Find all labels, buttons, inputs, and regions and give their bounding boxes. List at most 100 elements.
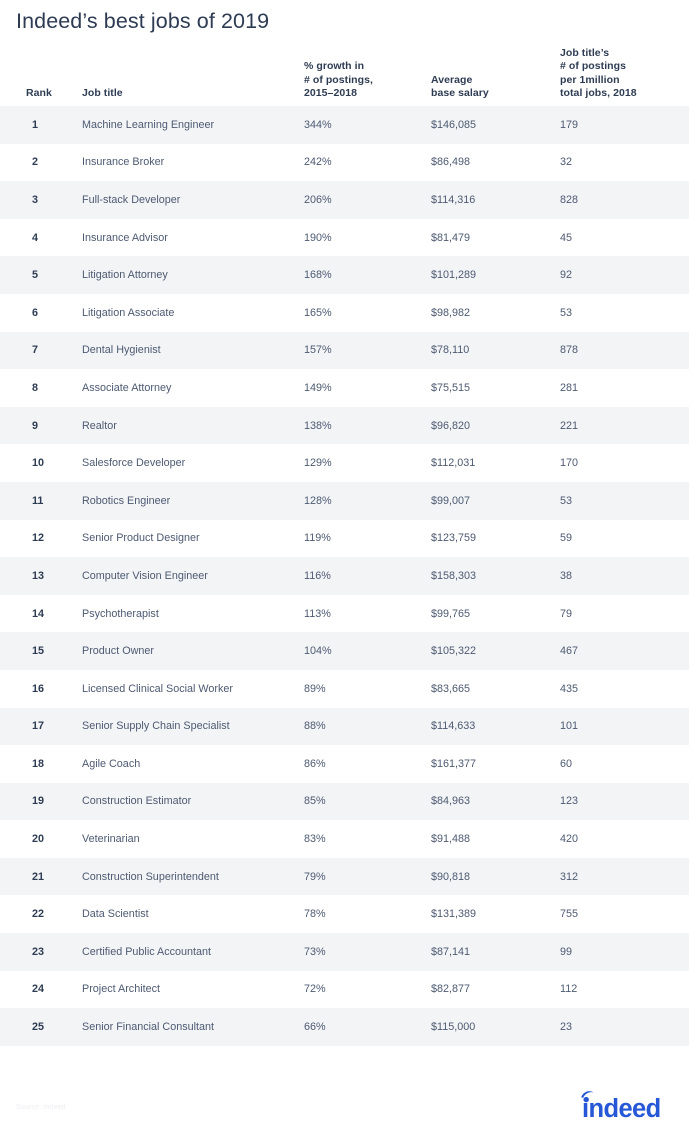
cell-salary: $123,759 bbox=[431, 532, 477, 545]
cell-rank: 8 bbox=[32, 381, 39, 394]
cell-salary: $91,488 bbox=[431, 833, 471, 846]
cell-postings: 45 bbox=[560, 231, 573, 244]
cell-growth: 73% bbox=[304, 945, 326, 958]
svg-text:indeed: indeed bbox=[582, 1095, 661, 1120]
table-row: 15 Product Owner 104% $105,322 467 bbox=[0, 632, 689, 670]
cell-job-title: Robotics Engineer bbox=[82, 494, 171, 507]
table-row: 7 Dental Hygienist 157% $78,110 878 bbox=[0, 331, 689, 370]
cell-growth: 113% bbox=[304, 607, 331, 620]
table-row: 6 Litigation Associate 165% $98,982 53 bbox=[0, 294, 689, 332]
cell-rank: 4 bbox=[32, 231, 39, 244]
cell-job-title: Realtor bbox=[82, 419, 117, 432]
cell-salary: $84,963 bbox=[431, 795, 471, 808]
cell-rank: 1 bbox=[32, 118, 39, 131]
cell-salary: $161,377 bbox=[431, 757, 477, 770]
cell-rank: 5 bbox=[32, 269, 39, 282]
cell-rank: 24 bbox=[32, 983, 45, 996]
indeed-logo: indeed bbox=[577, 1088, 673, 1120]
cell-growth: 128% bbox=[304, 494, 332, 507]
cell-growth: 85% bbox=[304, 795, 326, 808]
cell-salary: $75,515 bbox=[431, 381, 471, 394]
cell-rank: 12 bbox=[32, 532, 45, 545]
cell-rank: 20 bbox=[32, 833, 45, 846]
cell-salary: $82,877 bbox=[431, 983, 471, 996]
cell-rank: 25 bbox=[32, 1021, 45, 1034]
table-row: 17 Senior Supply Chain Specialist 88% $114,… bbox=[0, 707, 689, 746]
table-row: 25 Senior Financial Consultant 66% $115,000… bbox=[0, 1008, 689, 1046]
cell-rank: 14 bbox=[32, 607, 45, 620]
cell-salary: $87,141 bbox=[431, 945, 471, 958]
cell-salary: $98,982 bbox=[431, 306, 471, 319]
cell-job-title: Data Scientist bbox=[82, 908, 149, 921]
table-body: 1 Machine Learning Engineer 344% $146,085 17… bbox=[0, 106, 689, 1046]
cell-growth: 66% bbox=[304, 1021, 326, 1034]
table-row: 23 Certified Public Accountant 73% $87,141 9… bbox=[0, 933, 689, 971]
cell-postings: 23 bbox=[560, 1021, 573, 1034]
table-row: 20 Veterinarian 83% $91,488 420 bbox=[0, 820, 689, 858]
cell-job-title: Construction Superintendent bbox=[82, 870, 219, 883]
cell-salary: $90,818 bbox=[431, 870, 471, 883]
page-title: Indeed’s best jobs of 2019 bbox=[16, 9, 270, 33]
cell-job-title: Associate Attorney bbox=[82, 381, 172, 394]
cell-rank: 3 bbox=[32, 193, 39, 206]
table-row: 9 Realtor 138% $96,820 221 bbox=[0, 406, 689, 445]
cell-growth: 79% bbox=[304, 870, 326, 883]
table-row: 12 Senior Product Designer 119% $123,759 59 bbox=[0, 520, 689, 558]
cell-salary: $86,498 bbox=[431, 156, 471, 169]
cell-postings: 221 bbox=[560, 419, 579, 432]
table-row: 13 Computer Vision Engineer 116% $158,303 38 bbox=[0, 557, 689, 595]
table-row: 2 Insurance Broker 242% $86,498 32 bbox=[0, 144, 689, 182]
cell-growth: 190% bbox=[304, 231, 332, 244]
table-row: 18 Agile Coach 86% $161,377 60 bbox=[0, 745, 689, 783]
cell-salary: $158,303 bbox=[431, 569, 477, 582]
cell-job-title: Veterinarian bbox=[82, 833, 140, 846]
cell-salary: $99,007 bbox=[431, 494, 471, 507]
cell-postings: 38 bbox=[560, 569, 573, 582]
cell-job-title: Construction Estimator bbox=[82, 795, 192, 808]
column-header-growth: % growth in # of postings, 2015–2018 bbox=[304, 60, 373, 99]
cell-salary: $101,289 bbox=[431, 269, 477, 282]
table-row: 10 Salesforce Developer 129% $112,031 170 bbox=[0, 444, 689, 482]
cell-rank: 19 bbox=[32, 795, 45, 808]
cell-job-title: Insurance Advisor bbox=[82, 231, 168, 244]
table-header-row: Rank Job title % growth in # of postings… bbox=[0, 42, 689, 106]
cell-postings: 170 bbox=[560, 457, 579, 470]
cell-job-title: Senior Supply Chain Specialist bbox=[82, 720, 230, 733]
cell-growth: 78% bbox=[304, 908, 326, 921]
cell-rank: 13 bbox=[32, 569, 45, 582]
cell-rank: 18 bbox=[32, 757, 45, 770]
cell-job-title: Senior Product Designer bbox=[82, 532, 200, 545]
cell-salary: $81,479 bbox=[431, 231, 471, 244]
cell-job-title: Litigation Associate bbox=[82, 306, 175, 319]
cell-growth: 104% bbox=[304, 645, 332, 658]
cell-job-title: Full-stack Developer bbox=[82, 193, 181, 206]
table-row: 11 Robotics Engineer 128% $99,007 53 bbox=[0, 481, 689, 520]
cell-postings: 60 bbox=[560, 757, 573, 770]
cell-postings: 312 bbox=[560, 870, 579, 883]
table-row: 24 Project Architect 72% $82,877 112 bbox=[0, 971, 689, 1009]
column-header-postings: Job title’s # of postings per 1million t… bbox=[560, 47, 637, 99]
cell-postings: 420 bbox=[560, 833, 579, 846]
cell-postings: 53 bbox=[560, 494, 573, 507]
cell-postings: 123 bbox=[560, 795, 579, 808]
cell-postings: 435 bbox=[560, 682, 579, 695]
cell-growth: 72% bbox=[304, 983, 326, 996]
cell-growth: 83% bbox=[304, 833, 326, 846]
cell-rank: 23 bbox=[32, 945, 45, 958]
cell-salary: $146,085 bbox=[431, 118, 477, 131]
cell-growth: 88% bbox=[304, 720, 326, 733]
cell-postings: 467 bbox=[560, 645, 579, 658]
cell-growth: 89% bbox=[304, 682, 326, 695]
column-header-salary: Average base salary bbox=[431, 73, 489, 99]
cell-postings: 99 bbox=[560, 945, 573, 958]
cell-job-title: Insurance Broker bbox=[82, 156, 165, 169]
table-row: 14 Psychotherapist 113% $99,765 79 bbox=[0, 595, 689, 633]
cell-job-title: Agile Coach bbox=[82, 757, 141, 770]
cell-postings: 878 bbox=[560, 344, 579, 357]
cell-rank: 16 bbox=[32, 682, 45, 695]
cell-rank: 21 bbox=[32, 870, 45, 883]
table-row: 1 Machine Learning Engineer 344% $146,085 17… bbox=[0, 106, 689, 144]
cell-growth: 116% bbox=[304, 569, 331, 582]
cell-postings: 92 bbox=[560, 269, 573, 282]
